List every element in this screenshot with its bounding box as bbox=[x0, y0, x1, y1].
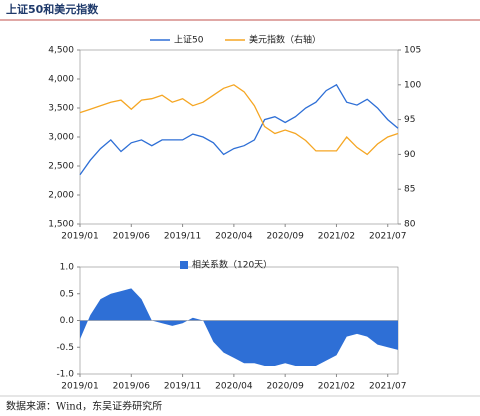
x-tick-label: 2021/07 bbox=[369, 232, 406, 242]
y-tick-label: 2,500 bbox=[48, 162, 74, 172]
x-tick-label: 2019/06 bbox=[113, 382, 151, 392]
x-tick-label: 2021/07 bbox=[369, 382, 406, 392]
chart-title: 上证50和美元指数 bbox=[6, 2, 99, 16]
y-tick-label: -1.0 bbox=[56, 370, 74, 380]
y-tick-label: 4,000 bbox=[48, 75, 74, 85]
y-tick-label: 2,000 bbox=[48, 191, 74, 201]
source: 数据来源：Wind，东吴证券研究所 bbox=[6, 400, 162, 413]
x-tick-label: 2021/02 bbox=[318, 232, 355, 242]
y-tick-label: 3,000 bbox=[48, 133, 74, 143]
y-tick-label: 1.0 bbox=[60, 263, 75, 273]
y2-tick-label: 100 bbox=[404, 80, 421, 90]
y-tick-label: 0.0 bbox=[60, 316, 75, 326]
y2-tick-label: 105 bbox=[404, 46, 421, 56]
y-tick-label: -0.5 bbox=[56, 343, 74, 353]
y2-tick-label: 95 bbox=[404, 115, 415, 125]
y-tick-label: 4,500 bbox=[48, 46, 74, 56]
legend-label: 美元指数（右轴） bbox=[249, 34, 321, 46]
y-tick-label: 0.5 bbox=[60, 289, 74, 299]
legend-label: 相关系数（120天） bbox=[192, 259, 272, 271]
series-line bbox=[79, 84, 399, 156]
x-tick-label: 2020/09 bbox=[266, 382, 304, 392]
y2-tick-label: 80 bbox=[404, 220, 416, 230]
x-tick-label: 2019/11 bbox=[164, 382, 201, 392]
x-tick-label: 2019/01 bbox=[61, 382, 98, 392]
series-line bbox=[79, 83, 399, 176]
x-tick-label: 2019/01 bbox=[61, 232, 98, 242]
y-tick-label: 3,500 bbox=[48, 104, 74, 114]
x-tick-label: 2019/11 bbox=[164, 232, 201, 242]
legend-swatch bbox=[180, 261, 188, 269]
x-tick-label: 2020/04 bbox=[215, 382, 253, 392]
x-tick-label: 2019/06 bbox=[113, 232, 151, 242]
y2-tick-label: 90 bbox=[404, 150, 416, 160]
x-tick-label: 2020/09 bbox=[266, 232, 304, 242]
plot-frame bbox=[79, 49, 399, 225]
series-area bbox=[80, 288, 398, 366]
y2-tick-label: 85 bbox=[404, 185, 415, 195]
x-tick-label: 2020/04 bbox=[215, 232, 253, 242]
y-tick-label: 1,500 bbox=[48, 220, 74, 230]
legend-label: 上证50 bbox=[174, 35, 204, 46]
x-tick-label: 2021/02 bbox=[318, 382, 355, 392]
